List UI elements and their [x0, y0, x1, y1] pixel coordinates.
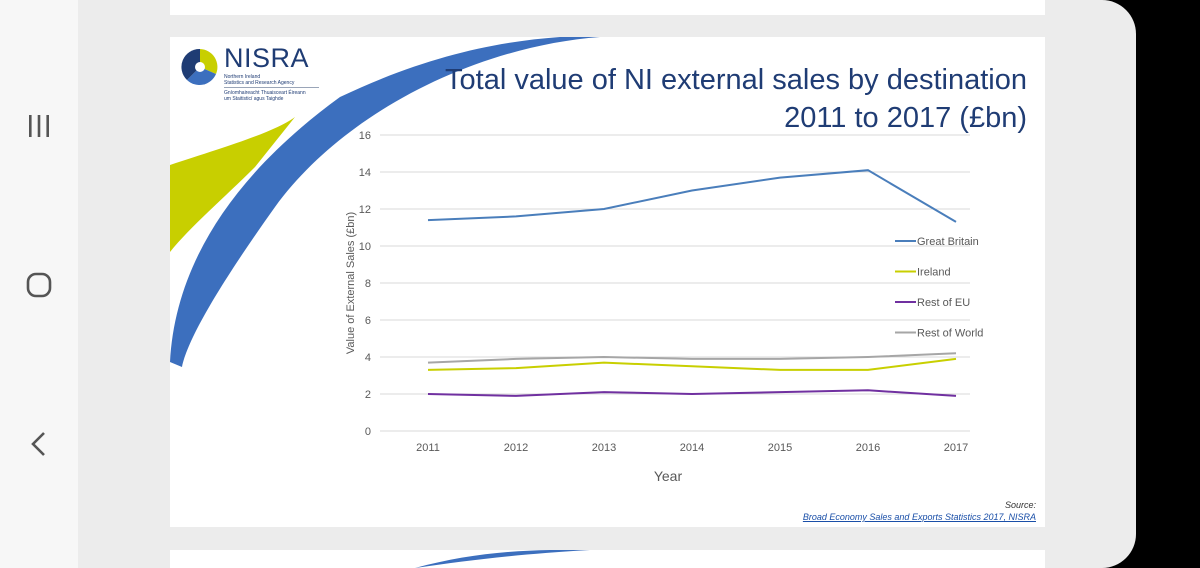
back-button[interactable]	[18, 423, 60, 465]
previous-slide	[170, 0, 1045, 15]
logo-subtitle-1: Northern Ireland	[224, 74, 261, 80]
legend-label-rest-of-eu: Rest of EU	[917, 297, 970, 309]
chart-title: Total value of NI external sales by dest…	[445, 61, 1027, 137]
y-tick-label: 12	[359, 204, 371, 216]
y-axis-label: Value of External Sales (£bn)	[345, 212, 357, 354]
y-tick-label: 16	[359, 130, 371, 142]
legend-label-rest-of-world: Rest of World	[917, 328, 983, 340]
logo-subtitle-4: um Staitisticí agus Taighde	[224, 96, 284, 102]
source-note: Source: Broad Economy Sales and Exports …	[803, 499, 1036, 523]
legend-label-great-britain: Great Britain	[917, 236, 979, 248]
navigation-bar	[0, 0, 78, 568]
chart-title-line-1: Total value of NI external sales by dest…	[445, 64, 1027, 96]
series-line-great-britain	[427, 169, 957, 223]
home-button[interactable]	[18, 264, 60, 306]
y-tick-label: 4	[365, 352, 371, 364]
y-tick-label: 8	[365, 278, 371, 290]
chart-title-line-2: 2011 to 2017 (£bn)	[784, 102, 1027, 134]
y-tick-label: 6	[365, 315, 371, 327]
x-tick-label: 2013	[592, 442, 616, 454]
slide-swoosh-decoration	[170, 37, 600, 367]
next-slide-swoosh	[415, 550, 590, 568]
series-line-rest-of-world	[427, 352, 957, 364]
home-icon	[26, 272, 52, 298]
document-viewer[interactable]: NISRA Northern Ireland Statistics and Re…	[78, 0, 1136, 568]
source-label: Source:	[1004, 500, 1036, 510]
logo-subtitle-3: Gníomhaireacht Thuaisceart Éireann	[224, 90, 306, 96]
x-tick-label: 2012	[504, 442, 528, 454]
series-line-rest-of-eu	[427, 389, 957, 397]
line-chart: 0 2 4 6 8 10 12 14 16 2011 2012 2013 2014 2015 2016 201…	[345, 130, 983, 484]
nisra-logo-icon	[181, 48, 218, 85]
x-tick-label: 2015	[768, 442, 792, 454]
y-tick-label: 2	[365, 389, 371, 401]
recent-apps-button[interactable]	[18, 105, 60, 147]
source-link[interactable]: Broad Economy Sales and Exports Statisti…	[802, 512, 1036, 522]
x-axis-label: Year	[654, 468, 683, 484]
x-tick-label: 2017	[944, 442, 968, 454]
recent-apps-icon	[29, 115, 49, 137]
nisra-logo-word: NISRA	[224, 43, 310, 73]
y-tick-label: 14	[359, 167, 371, 179]
x-tick-label: 2011	[416, 442, 440, 454]
y-tick-label: 0	[365, 426, 371, 438]
next-slide	[170, 550, 1045, 568]
x-tick-label: 2014	[680, 442, 704, 454]
logo-subtitle-2: Statistics and Research Agency	[224, 80, 295, 86]
back-icon	[31, 432, 45, 456]
slide-external-sales: NISRA Northern Ireland Statistics and Re…	[170, 37, 1045, 527]
legend-label-ireland: Ireland	[917, 267, 951, 279]
logo-divider	[224, 87, 319, 88]
x-tick-label: 2016	[856, 442, 880, 454]
series-line-ireland	[427, 357, 957, 371]
y-tick-label: 10	[359, 241, 371, 253]
